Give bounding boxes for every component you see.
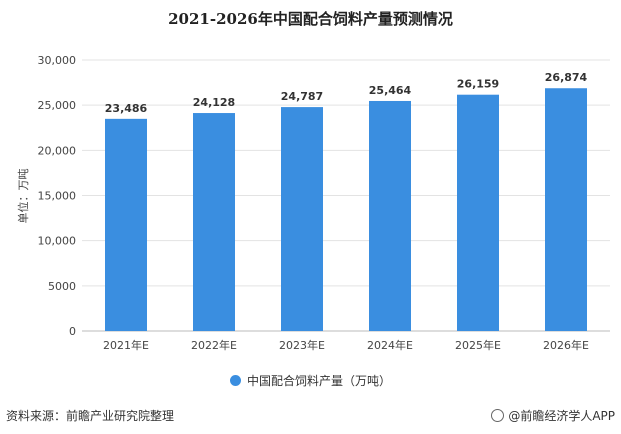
y-tick-label: 30,000 — [38, 54, 77, 67]
bar — [369, 100, 411, 332]
data-labels: 23,486 24,128 24,787 25,464 26,159 26,874 — [105, 71, 588, 115]
data-label: 25,464 — [369, 84, 412, 97]
data-label: 24,787 — [281, 90, 323, 103]
bar — [281, 107, 323, 332]
publisher-icon — [491, 409, 505, 422]
data-label: 24,128 — [193, 96, 235, 109]
x-tick-label: 2023年E — [279, 338, 325, 352]
x-tick-label: 2022年E — [191, 338, 237, 352]
data-label: 26,874 — [545, 71, 588, 84]
y-tick-label: 10,000 — [38, 235, 77, 248]
bar — [545, 88, 587, 332]
y-axis-ticks: 0 5000 10,000 15,000 20,000 25,000 30,000 — [38, 54, 77, 338]
chart-title: 2021-2026年中国配合饲料产量预测情况 — [168, 10, 453, 28]
bar — [105, 118, 147, 331]
data-label: 26,159 — [457, 78, 499, 91]
x-axis-labels: 2021年E 2022年E 2023年E 2024年E 2025年E 2026年E — [103, 338, 589, 352]
bar — [193, 113, 235, 331]
gridlines — [82, 59, 610, 332]
y-axis-label: 单位：万吨 — [16, 169, 30, 224]
credit-note: @前瞻经济学人APP — [491, 407, 615, 424]
y-tick-label: 20,000 — [38, 144, 77, 157]
source-note: 资料来源：前瞻产业研究院整理 — [6, 409, 175, 423]
legend-label: 中国配合饲料产量（万吨） — [246, 374, 391, 388]
x-tick-label: 2021年E — [103, 338, 149, 352]
legend-swatch — [229, 375, 241, 386]
data-label: 23,486 — [105, 102, 148, 115]
legend: 中国配合饲料产量（万吨） — [0, 372, 621, 389]
x-tick-label: 2024年E — [367, 338, 413, 352]
credit-text: @前瞻经济学人APP — [508, 409, 615, 423]
y-tick-label: 15,000 — [38, 190, 77, 203]
y-tick-label: 0 — [69, 325, 76, 338]
x-tick-label: 2025年E — [455, 338, 501, 352]
bars — [105, 88, 587, 332]
y-tick-label: 25,000 — [38, 99, 77, 112]
x-tick-label: 2026年E — [543, 338, 589, 352]
y-tick-label: 5000 — [48, 280, 76, 293]
bar — [457, 94, 499, 331]
